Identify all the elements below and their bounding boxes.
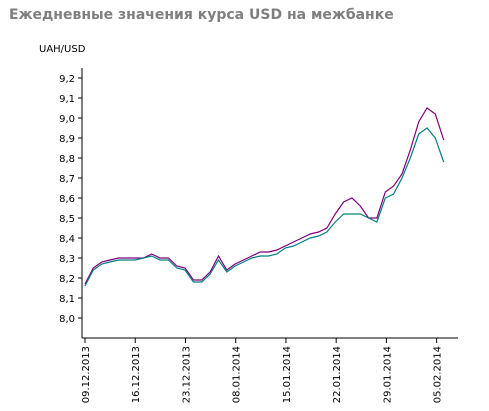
x-tick-label: 29.01.2014 xyxy=(382,346,393,403)
x-tick-label: 16.12.2013 xyxy=(131,346,142,403)
y-tick-label: 8,3 xyxy=(59,254,75,265)
y-tick-label: 8,0 xyxy=(59,314,75,325)
x-tick-label: 08.01.2014 xyxy=(232,346,243,403)
x-tick-label: 23.12.2013 xyxy=(181,346,192,403)
x-tick-label: 15.01.2014 xyxy=(282,346,293,403)
series-line-2 xyxy=(84,127,445,287)
y-tick-label: 9,1 xyxy=(59,94,75,105)
y-tick-label: 8,6 xyxy=(59,194,75,205)
y-tick-label: 9,0 xyxy=(59,114,75,125)
y-tick-label: 8,2 xyxy=(59,274,75,285)
y-tick-label: 8,4 xyxy=(59,234,75,245)
x-tick-label: 05.02.2014 xyxy=(433,346,444,403)
series-group xyxy=(84,107,445,287)
y-tick-label: 8,9 xyxy=(59,134,75,145)
x-tick-label: 09.12.2013 xyxy=(81,346,92,403)
y-axis-unit-label: UAH/USD xyxy=(39,44,86,55)
y-tick-label: 8,5 xyxy=(59,214,75,225)
x-axis: 09.12.2013 16.12.2013 23.12.2013 08.01.2014… xyxy=(81,337,458,403)
y-tick-label: 8,8 xyxy=(59,154,75,165)
y-axis: 8,0 8,1 8,2 8,3 8,4 8,5 8,6 8,7 8,8 8,9 9,0 9,1 9,2 xyxy=(59,68,83,338)
y-tick-label: 8,7 xyxy=(59,174,75,185)
y-tick-label: 8,1 xyxy=(59,294,75,305)
chart-title: Ежедневные значения курса USD на межбанк… xyxy=(9,7,394,23)
x-tick-label: 22.01.2014 xyxy=(332,346,343,403)
y-tick-label: 9,2 xyxy=(59,74,75,85)
